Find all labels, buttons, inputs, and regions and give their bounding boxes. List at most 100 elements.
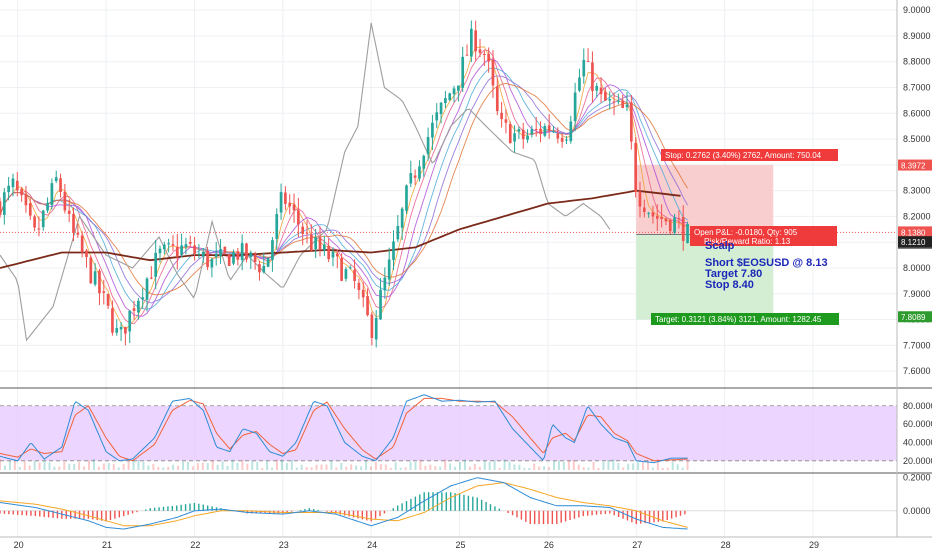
pnl-label[interactable]: Open P&L: -0.0180, Qty: 905 Risk/Reward … — [690, 226, 837, 246]
candle-body — [608, 99, 612, 101]
price-tag — [898, 311, 932, 323]
volume-bar — [543, 466, 546, 470]
candle-body — [335, 253, 339, 257]
stochastic-axis[interactable]: 20.0000 40.0000 60.0000 80.0000 — [903, 401, 932, 466]
volume-bar — [449, 463, 452, 470]
stop-loss-zone[interactable] — [636, 164, 774, 235]
candle-body — [387, 259, 391, 280]
candle-body — [33, 216, 36, 228]
volume-bar — [513, 464, 516, 470]
stochastic-content — [0, 394, 897, 470]
price-tag-label: 8.1210 — [901, 238, 926, 247]
candle-body — [426, 137, 430, 155]
moving-average-9 — [0, 58, 688, 317]
volume-bar — [58, 466, 61, 470]
price-tick-label: 8.0000 — [903, 263, 931, 273]
candle-body — [106, 293, 110, 306]
stochastic-panel[interactable]: 20.0000 40.0000 60.0000 80.0000 — [0, 394, 932, 470]
volume-bar — [627, 463, 630, 470]
volume-bar — [152, 463, 155, 470]
price-tick-label: 8.6000 — [903, 108, 931, 118]
price-tick-label: 8.7000 — [903, 83, 931, 93]
candle-body — [392, 241, 395, 260]
candle-body — [474, 30, 478, 52]
candle-body — [366, 296, 369, 316]
price-tag-label: 7.8089 — [901, 313, 926, 322]
volume-bar — [572, 459, 575, 470]
volume-bar — [88, 460, 91, 470]
candle-body — [418, 166, 421, 179]
stochastic-d-line — [0, 397, 688, 462]
volume-bar — [607, 460, 610, 470]
candle-body — [102, 291, 106, 293]
volume-bar — [538, 466, 541, 470]
note-line-stop: Stop 8.40 — [705, 279, 754, 291]
candle-body — [271, 240, 274, 260]
time-axis[interactable]: 20 21 22 23 24 25 26 27 28 29 — [0, 536, 932, 550]
note-line-target: Target 7.80 — [705, 268, 762, 280]
candle-body — [668, 219, 672, 232]
candles — [0, 20, 689, 348]
candle-body — [409, 173, 413, 184]
candle-body — [370, 314, 374, 338]
profit-target-zone[interactable] — [636, 234, 774, 320]
volume-bar — [409, 461, 412, 470]
price-tag-label: 8.3972 — [901, 162, 926, 171]
date-tick-label: 20 — [14, 540, 24, 550]
volume-bar — [394, 462, 397, 470]
macd-panel[interactable]: 0.0000 0.2000 — [0, 473, 931, 530]
candle-body — [206, 250, 209, 268]
target-label[interactable]: Target: 0.3121 (3.84%) 3121, Amount: 128… — [651, 313, 839, 325]
volume-bar — [518, 464, 521, 470]
candle-body — [72, 213, 75, 233]
candle-body — [41, 210, 45, 228]
position-labels[interactable]: Stop: 0.2762 (3.40%) 2762, Amount: 750.0… — [651, 149, 839, 325]
volume-bar — [637, 462, 640, 470]
candle-body — [457, 85, 460, 91]
candle-body — [76, 232, 80, 235]
candle-body — [569, 121, 573, 142]
candle-body — [284, 192, 287, 204]
volume-bar — [300, 464, 303, 470]
volume-bar — [221, 461, 224, 470]
volume-bar — [137, 459, 140, 470]
candle-body — [353, 269, 356, 281]
candle-body — [599, 87, 603, 95]
candle-body — [15, 180, 19, 191]
candle-body — [85, 250, 88, 258]
volume-bar — [587, 467, 590, 470]
candle-body — [504, 119, 508, 123]
moving-average-200 — [0, 189, 681, 269]
volume-bar — [102, 463, 105, 470]
macd-content — [0, 477, 897, 530]
candle-body — [210, 258, 214, 268]
candle-body — [327, 246, 330, 260]
volume-bar — [355, 465, 358, 470]
volume-bar — [340, 462, 343, 470]
candle-body — [59, 178, 62, 192]
volume-bar — [350, 464, 353, 470]
volume-bar — [365, 460, 368, 470]
volume-bar — [666, 467, 669, 470]
candle-body — [604, 91, 607, 101]
volume-bar — [38, 462, 41, 470]
candle-body — [448, 93, 452, 100]
stochastic-tick-label: 80.0000 — [903, 401, 932, 411]
candle-body — [556, 133, 560, 139]
volume-bar — [444, 459, 447, 470]
volume-bar — [661, 467, 664, 470]
note-title: Scalp — [705, 240, 735, 252]
volume-bar — [78, 462, 81, 470]
volume-bar — [434, 466, 437, 470]
candle-body — [223, 246, 227, 253]
macd-axis[interactable]: 0.0000 0.2000 — [903, 473, 931, 516]
candle-body — [158, 248, 162, 254]
candle-body — [46, 202, 49, 211]
volume-bar — [236, 462, 239, 470]
volume-bar — [419, 459, 422, 470]
volume-bar — [73, 463, 76, 470]
candle-body — [444, 98, 447, 104]
stop-label[interactable]: Stop: 0.2762 (3.40%) 2762, Amount: 750.0… — [661, 149, 838, 161]
trade-note[interactable]: Scalp Short $EOSUSD @ 8.13 Target 7.80 S… — [705, 240, 828, 291]
